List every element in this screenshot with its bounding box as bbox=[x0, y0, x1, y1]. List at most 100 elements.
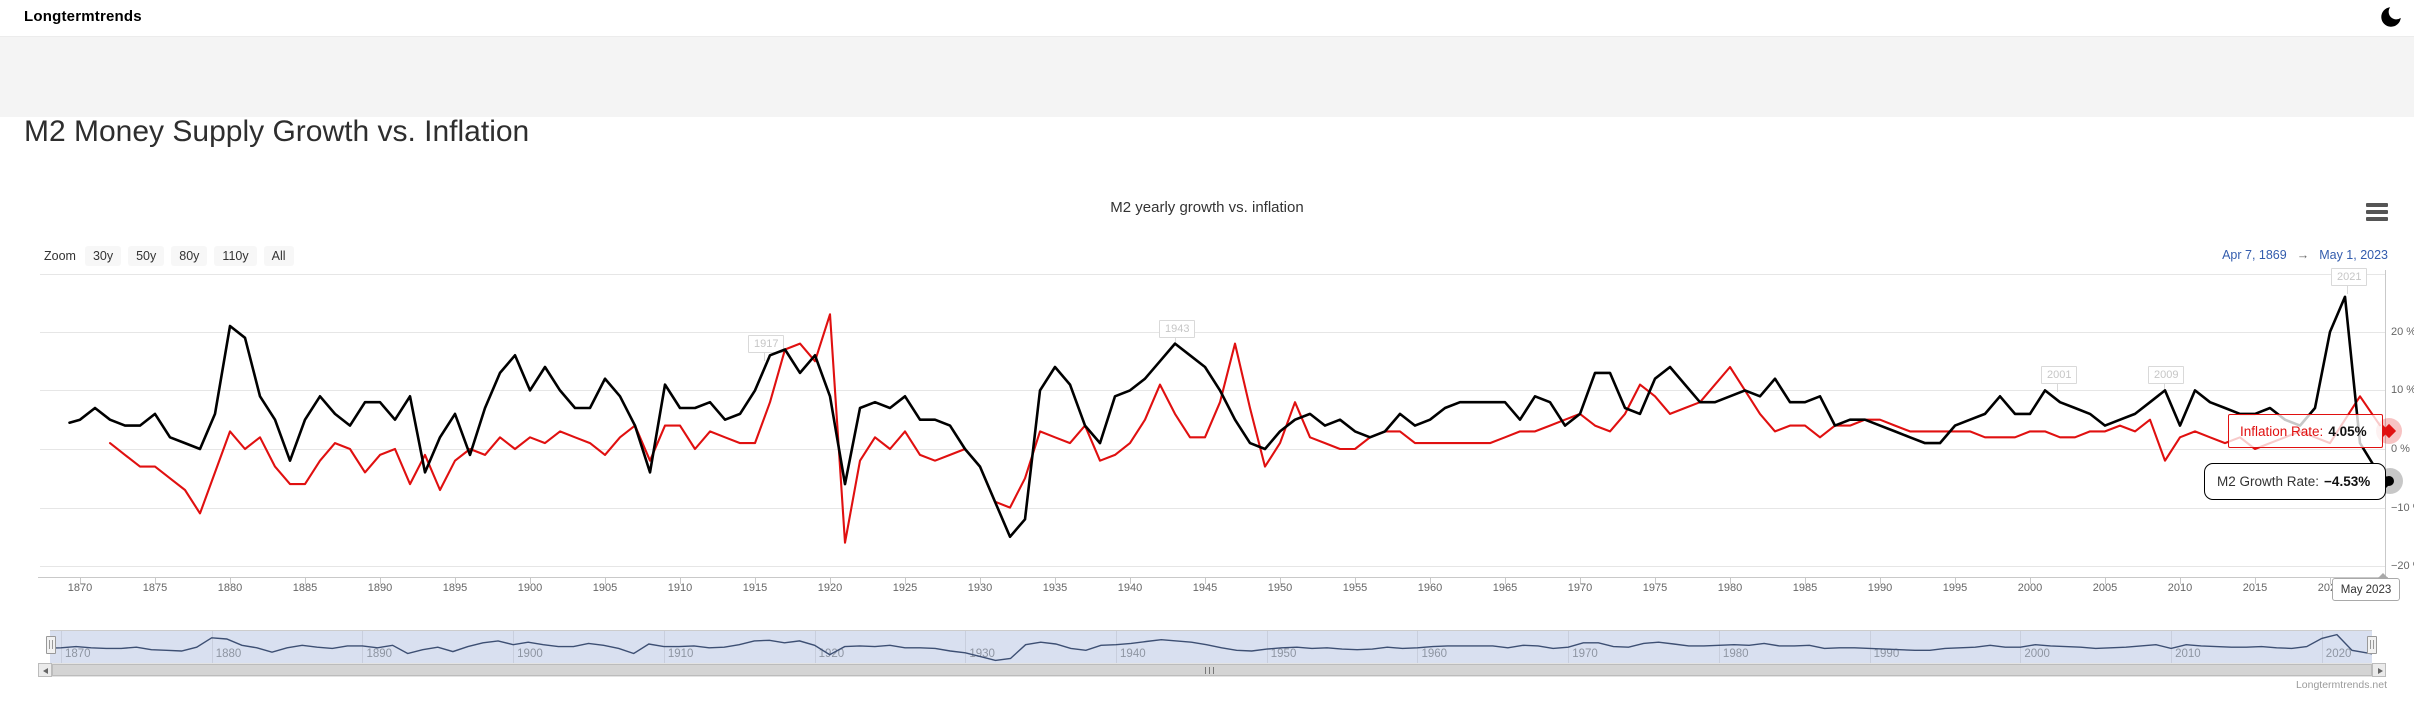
chart-credit-link[interactable]: Longtermtrends.net bbox=[2295, 679, 2387, 691]
m2-tooltip-value: −4.53% bbox=[2324, 474, 2371, 489]
x-axis-tick bbox=[605, 578, 606, 584]
y-axis-tick-label: −20 % bbox=[2391, 560, 2414, 573]
navigator-gridline bbox=[513, 631, 515, 664]
range-to-input[interactable]: May 1, 2023 bbox=[2319, 248, 2388, 262]
page-title-band: M2 Money Supply Growth vs. Inflation bbox=[0, 36, 2414, 148]
x-axis-tick-label: 1990 bbox=[1867, 582, 1893, 594]
zoom-preset-button-80y[interactable]: 80y bbox=[171, 245, 208, 267]
y-axis-tick-label: 0 % bbox=[2391, 443, 2410, 455]
annotation-connector bbox=[2347, 285, 2348, 294]
navigator[interactable]: 1870 1880 1890 1900 1910 1920 1930 1940 1950 1960… bbox=[50, 630, 2372, 665]
brand-logo[interactable]: Longtermtrends bbox=[24, 8, 142, 25]
x-axis-tick-label: 1945 bbox=[1192, 582, 1218, 594]
scrollbar-grip-icon bbox=[1205, 667, 1216, 674]
x-axis-tick bbox=[1805, 578, 1806, 584]
x-axis-tick-label: 1915 bbox=[742, 582, 768, 594]
gridline bbox=[40, 331, 2386, 333]
x-axis-tick bbox=[2030, 578, 2031, 584]
x-axis-tick bbox=[1880, 578, 1881, 584]
navigator-year-label: 2010 bbox=[2175, 648, 2201, 660]
x-axis-tick bbox=[1130, 578, 1131, 584]
annotation-2001: 2001 bbox=[2041, 366, 2078, 384]
annotation-2021: 2021 bbox=[2331, 268, 2368, 286]
zoom-preset-button-30y[interactable]: 30y bbox=[84, 245, 122, 267]
navigator-year-label: 1960 bbox=[1421, 648, 1448, 660]
navigator-year-label: 2000 bbox=[2024, 648, 2050, 660]
left-arrow-icon bbox=[43, 667, 48, 674]
gridline bbox=[40, 566, 2386, 568]
navigator-year-label: 1900 bbox=[517, 648, 543, 660]
chart-title: M2 yearly growth vs. inflation bbox=[1110, 199, 1304, 216]
moon-icon bbox=[2378, 7, 2404, 34]
x-axis-tick bbox=[1430, 578, 1431, 584]
x-axis-tick bbox=[980, 578, 981, 584]
dark-mode-toggle[interactable] bbox=[2378, 4, 2404, 30]
navigator-series-line bbox=[50, 633, 2372, 662]
zoom-preset-button-all[interactable]: All bbox=[263, 245, 294, 267]
x-axis-tick-label: 1970 bbox=[1567, 582, 1593, 594]
navigator-series bbox=[50, 633, 2372, 662]
zoom-label: Zoom bbox=[44, 249, 76, 263]
navigator-right-handle[interactable] bbox=[2367, 636, 2377, 654]
navigator-year-label: 1950 bbox=[1270, 648, 1297, 660]
navigator-year-label: 1990 bbox=[1873, 648, 1900, 660]
m2-tooltip: M2 Growth Rate: −4.53% bbox=[2204, 463, 2392, 500]
crosshair-label-notch bbox=[2377, 573, 2389, 579]
y-axis-tick-label: 20 % bbox=[2391, 325, 2414, 338]
annotation-connector bbox=[764, 352, 765, 361]
x-axis-tick-label: 1925 bbox=[892, 582, 918, 594]
date-range-row: Apr 7, 1869 → May 1, 2023 bbox=[2222, 248, 2388, 262]
scrollbar-left-arrow[interactable] bbox=[38, 663, 52, 677]
annotation-connector bbox=[1175, 337, 1176, 346]
x-axis-tick-label: 1935 bbox=[1042, 582, 1068, 594]
annotation-connector bbox=[2164, 383, 2165, 392]
navigator-year-label: 1970 bbox=[1572, 648, 1598, 660]
x-axis-tick-label: 2010 bbox=[2167, 582, 2193, 594]
page-title: M2 Money Supply Growth vs. Inflation bbox=[24, 115, 530, 148]
inflation-tooltip-label: Inflation Rate: bbox=[2240, 423, 2324, 439]
zoom-button-row: Zoom 30y 50y 80y 110y All bbox=[44, 245, 294, 267]
navigator-gridline bbox=[1116, 631, 1118, 664]
x-axis-tick bbox=[1205, 578, 1206, 584]
right-arrow-icon bbox=[2378, 667, 2383, 674]
zoom-preset-button-50y[interactable]: 50y bbox=[128, 245, 165, 267]
x-axis-tick bbox=[380, 578, 381, 584]
annotation-1943: 1943 bbox=[1159, 320, 1196, 338]
navigator-year-label: 1980 bbox=[1722, 648, 1749, 660]
x-axis-tick-label: 1965 bbox=[1492, 582, 1518, 594]
navigator-left-handle[interactable] bbox=[46, 636, 56, 654]
gridline bbox=[40, 449, 2386, 450]
x-axis-tick-label: 1875 bbox=[142, 582, 168, 594]
x-axis-tick-label: 2000 bbox=[2017, 582, 2043, 594]
top-navbar: Longtermtrends bbox=[0, 0, 2414, 36]
x-axis-tick bbox=[1730, 578, 1731, 584]
x-axis-tick-label: 1995 bbox=[1942, 582, 1968, 594]
navigator-gridline bbox=[1869, 631, 1871, 664]
range-arrow: → bbox=[2296, 248, 2310, 262]
x-axis-tick bbox=[1580, 578, 1581, 584]
x-axis-tick-label: 1910 bbox=[667, 582, 693, 594]
x-axis-tick-label: 1930 bbox=[967, 582, 993, 594]
scrollbar-right-arrow[interactable] bbox=[2372, 663, 2386, 677]
x-axis-tick-label: 1980 bbox=[1717, 582, 1743, 594]
navigator-gridline bbox=[663, 631, 665, 664]
navigator-year-label: 1890 bbox=[366, 648, 393, 660]
x-axis-tick bbox=[2180, 578, 2181, 584]
inflation-tooltip-value: 4.05% bbox=[2328, 423, 2367, 439]
x-axis-tick-label: 1870 bbox=[67, 582, 93, 594]
range-from-input[interactable]: Apr 7, 1869 bbox=[2222, 248, 2287, 262]
x-axis-tick bbox=[305, 578, 306, 584]
x-axis-tick bbox=[155, 578, 156, 584]
navigator-gridline bbox=[965, 631, 967, 664]
m2-tooltip-label: M2 Growth Rate: bbox=[2217, 474, 2320, 489]
x-axis-tick bbox=[1955, 578, 1956, 584]
x-axis-tick-label: 1950 bbox=[1267, 582, 1293, 594]
navigator-year-label: 1940 bbox=[1120, 648, 1146, 660]
inflation-tooltip: Inflation Rate: 4.05% bbox=[2228, 414, 2389, 448]
scrollbar-thumb[interactable] bbox=[52, 664, 2372, 676]
chart-context-menu-button[interactable] bbox=[2366, 203, 2390, 222]
navigator-year-label: 1880 bbox=[215, 648, 242, 660]
tooltip-callout-arrow bbox=[2385, 474, 2392, 489]
zoom-preset-button-110y[interactable]: 110y bbox=[214, 245, 257, 267]
